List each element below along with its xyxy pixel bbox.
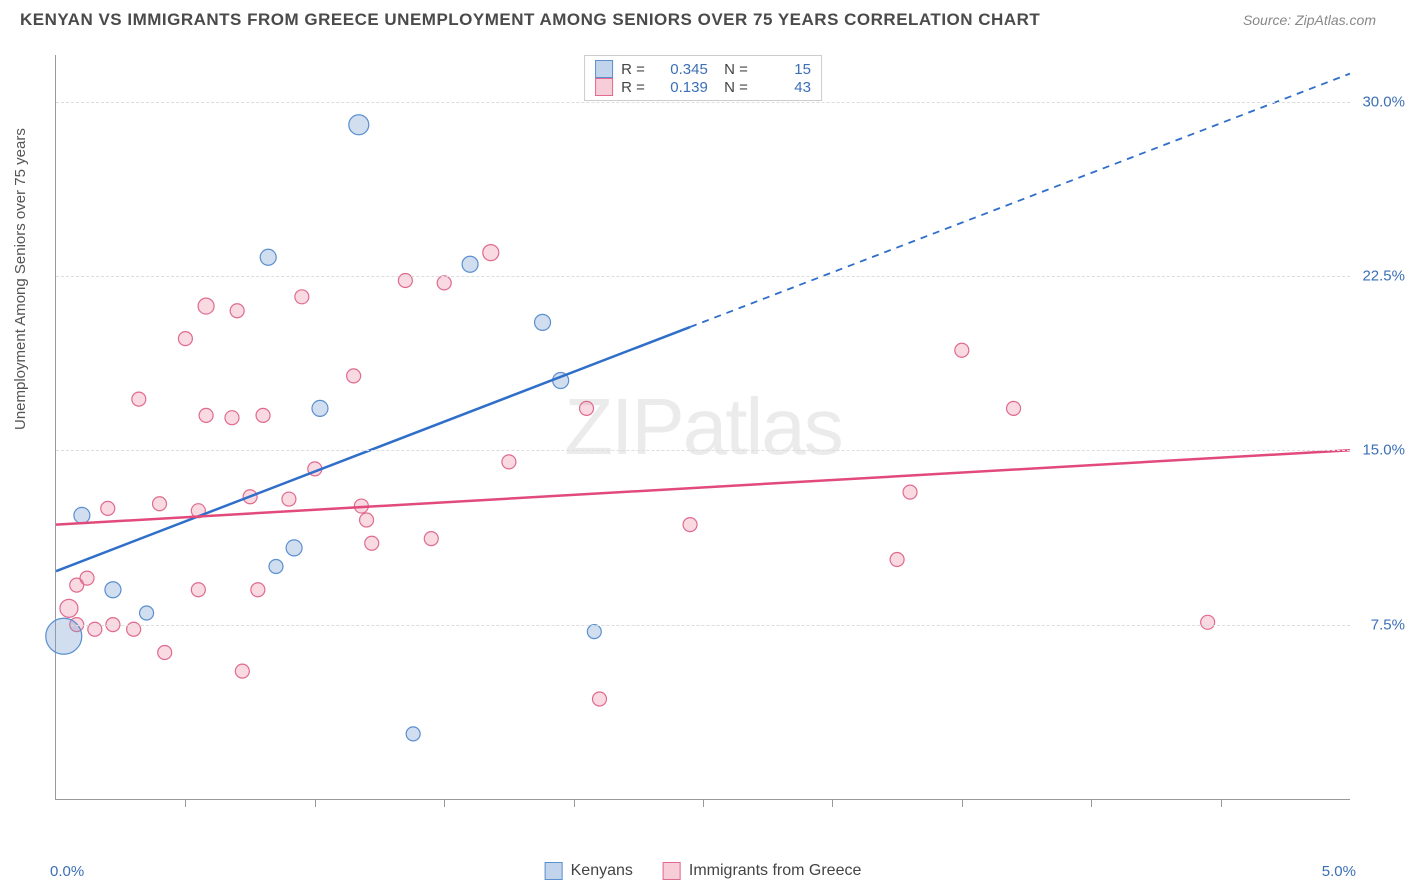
legend-label: Immigrants from Greece — [689, 862, 861, 880]
source-attribution: Source: ZipAtlas.com — [1243, 12, 1376, 28]
data-point — [1201, 615, 1215, 629]
data-point — [74, 507, 90, 523]
data-point — [260, 249, 276, 265]
data-point — [483, 245, 499, 261]
y-tick-label: 15.0% — [1362, 442, 1405, 459]
y-tick-label: 22.5% — [1362, 267, 1405, 284]
x-axis-min-label: 0.0% — [50, 863, 84, 880]
data-point — [191, 583, 205, 597]
trend-line-extrapolated — [690, 74, 1350, 327]
y-axis-label: Unemployment Among Seniors over 75 years — [12, 128, 29, 430]
data-point — [158, 646, 172, 660]
data-point — [437, 276, 451, 290]
data-point — [282, 492, 296, 506]
data-point — [462, 256, 478, 272]
data-point — [1007, 401, 1021, 415]
legend-item-greece: Immigrants from Greece — [663, 862, 861, 880]
data-point — [178, 332, 192, 346]
x-axis-max-label: 5.0% — [1322, 863, 1356, 880]
data-point — [580, 401, 594, 415]
swatch-icon — [545, 862, 563, 880]
data-point — [235, 664, 249, 678]
data-point — [101, 501, 115, 515]
data-point — [365, 536, 379, 550]
data-point — [890, 553, 904, 567]
data-point — [132, 392, 146, 406]
data-point — [502, 455, 516, 469]
data-point — [424, 532, 438, 546]
data-point — [592, 692, 606, 706]
data-point — [587, 625, 601, 639]
scatter-plot-svg — [56, 55, 1350, 799]
data-point — [349, 115, 369, 135]
data-point — [199, 408, 213, 422]
data-point — [360, 513, 374, 527]
legend-item-kenyans: Kenyans — [545, 862, 633, 880]
legend-label: Kenyans — [571, 862, 633, 880]
data-point — [295, 290, 309, 304]
data-point — [312, 400, 328, 416]
chart-plot-area: ZIPatlas R = 0.345 N = 15 R = 0.139 N = … — [55, 55, 1350, 800]
data-point — [225, 411, 239, 425]
data-point — [347, 369, 361, 383]
data-point — [406, 727, 420, 741]
y-tick-label: 7.5% — [1371, 616, 1405, 633]
data-point — [251, 583, 265, 597]
swatch-icon — [663, 862, 681, 880]
data-point — [198, 298, 214, 314]
y-tick-label: 30.0% — [1362, 93, 1405, 110]
chart-title: KENYAN VS IMMIGRANTS FROM GREECE UNEMPLO… — [20, 10, 1040, 30]
trend-line — [56, 327, 690, 571]
trend-line — [56, 450, 1350, 524]
data-point — [140, 606, 154, 620]
data-point — [60, 599, 78, 617]
data-point — [153, 497, 167, 511]
data-point — [955, 343, 969, 357]
data-point — [683, 518, 697, 532]
data-point — [256, 408, 270, 422]
data-point — [269, 560, 283, 574]
data-point — [903, 485, 917, 499]
data-point — [105, 582, 121, 598]
data-point — [286, 540, 302, 556]
series-legend: Kenyans Immigrants from Greece — [545, 862, 862, 880]
data-point — [80, 571, 94, 585]
data-point — [230, 304, 244, 318]
data-point — [535, 314, 551, 330]
